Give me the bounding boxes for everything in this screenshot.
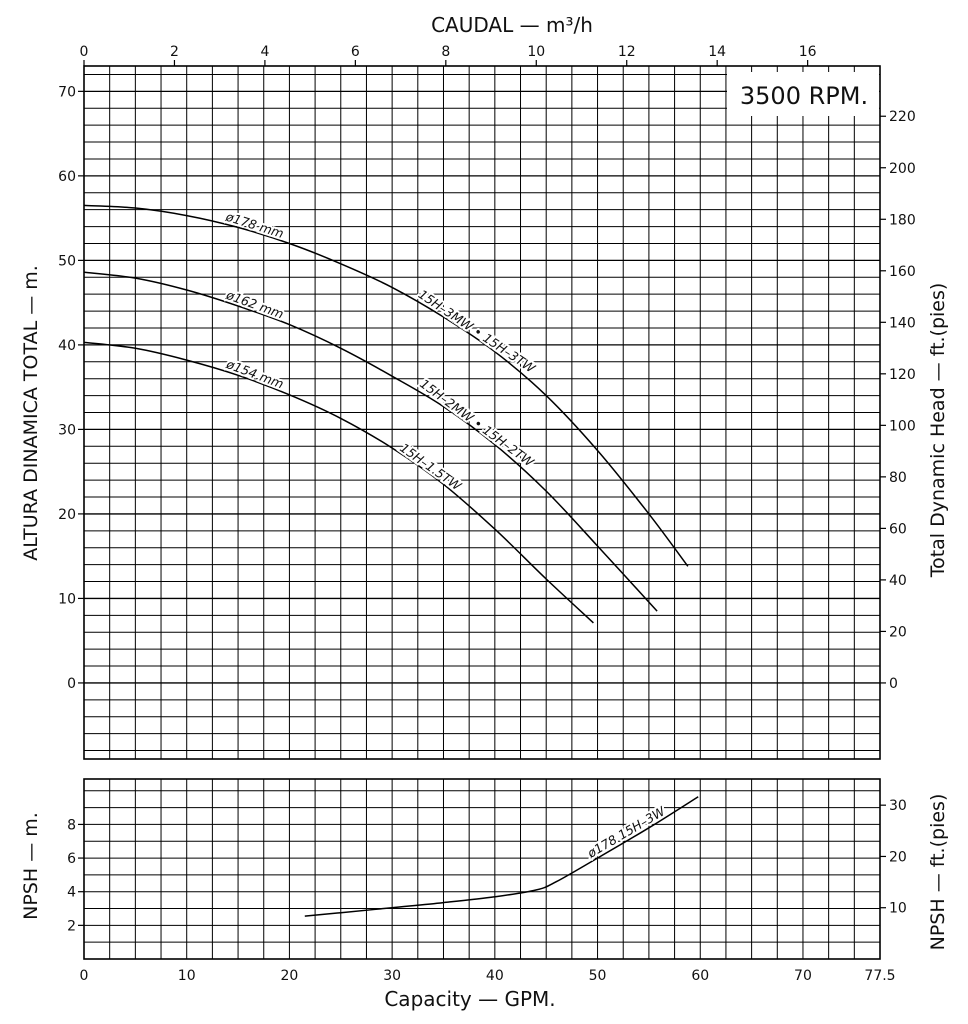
right-tick-label: 20 [889,624,907,640]
bottom-tick-label: 30 [383,968,401,984]
left-tick-label: 70 [58,84,76,100]
left-tick-label: 10 [58,591,76,607]
bottom-tick-label: 20 [281,968,299,984]
curve-diameter-label: ø162 mm [223,287,285,322]
right-tick-label: 160 [889,264,916,280]
npsh-left-tick-label: 8 [67,817,76,833]
npsh-right-axis-title: NPSH — ft.(pies) [927,794,949,951]
right-tick-label: 60 [889,521,907,537]
right-tick-label: 0 [889,676,898,692]
bottom-tick-label: 60 [691,968,709,984]
right-tick-label: 220 [889,109,916,125]
top-tick-label: 4 [260,44,269,60]
top-axis-title: CAUDAL — m³/h [431,13,593,37]
right-tick-label: 200 [889,161,916,177]
left-tick-label: 30 [58,422,76,438]
left-tick-label: 60 [58,169,76,185]
right-tick-label: 120 [889,367,916,383]
npsh-curve [304,796,699,917]
rpm-box [727,72,879,116]
left-tick-label: 0 [67,676,76,692]
right-axis-title: Total Dynamic Head — ft.(pies) [927,283,949,579]
npsh-left-tick-label: 6 [67,851,76,867]
top-tick-label: 14 [708,44,726,60]
npsh-plot-frame [83,778,881,960]
bottom-tick-label: 10 [178,968,196,984]
top-tick-label: 10 [527,44,545,60]
npsh-left-axis-title: NPSH — m. [20,812,42,920]
right-tick-label: 100 [889,418,916,434]
curves [83,204,699,917]
bottom-tick-label: 40 [486,968,504,984]
head-curve-2 [83,341,594,624]
top-tick-label: 8 [441,44,450,60]
rpm-label: 3500 RPM. [740,82,868,110]
curve-diameter-label: ø178 mm [223,209,286,242]
right-tick-label: 80 [889,470,907,486]
curve-model-label: 15H–2MW • 15H–2TW [417,376,537,470]
top-tick-label: 0 [80,44,89,60]
curve-model-label: 15H–1.5TW [397,440,464,494]
bottom-tick-label: 70 [794,968,812,984]
bottom-tick-label: 77.5 [864,968,895,984]
npsh-curve-label: ø178 15H–3W [584,803,668,861]
bottom-tick-label: 0 [80,968,89,984]
right-tick-label: 140 [889,315,916,331]
left-tick-label: 40 [58,338,76,354]
right-tick-label: 180 [889,212,916,228]
top-tick-label: 16 [799,44,817,60]
left-axis-title: ALTURA DINAMICA TOTAL — m. [20,265,42,561]
left-tick-label: 50 [58,253,76,269]
npsh-grid [84,779,880,959]
head-curve-1 [83,271,658,612]
top-tick-label: 6 [351,44,360,60]
npsh-left-tick-label: 4 [67,885,76,901]
npsh-left-tick-label: 2 [67,918,76,934]
head-grid [84,66,880,759]
top-tick-label: 2 [170,44,179,60]
bottom-axis-title: Capacity — GPM. [384,987,555,1011]
right-tick-label: 40 [889,573,907,589]
npsh-right-tick-label: 10 [889,901,907,917]
top-tick-label: 12 [618,44,636,60]
bottom-tick-label: 50 [589,968,607,984]
head-plot-frame [83,65,881,760]
npsh-right-tick-label: 30 [889,798,907,814]
npsh-right-tick-label: 20 [889,849,907,865]
left-tick-label: 20 [58,507,76,523]
head-curve-0 [83,204,689,567]
